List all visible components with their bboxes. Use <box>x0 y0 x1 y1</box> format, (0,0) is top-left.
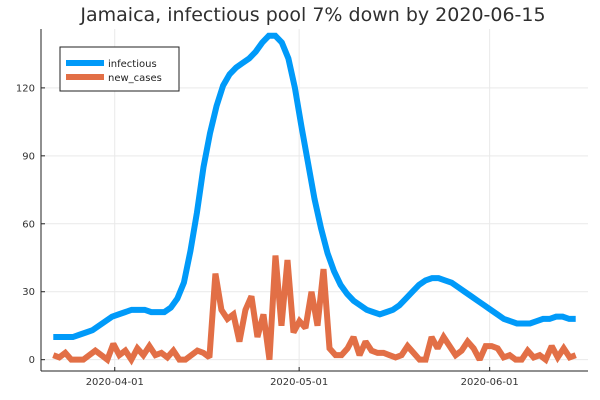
legend-label: new_cases <box>108 73 162 84</box>
y-tick-label: 0 <box>29 355 35 366</box>
series-layer <box>52 32 577 366</box>
y-tick-label: 120 <box>16 83 35 94</box>
legend: infectious new_cases <box>59 46 180 92</box>
x-tick-label: 2020-04-01 <box>86 377 144 388</box>
legend-label: infectious <box>108 59 157 70</box>
y-tick-label: 90 <box>22 151 35 162</box>
y-tick-label: 60 <box>22 219 35 230</box>
chart-title: Jamaica, infectious pool 7% down by 2020… <box>79 4 545 26</box>
legend-box <box>59 46 180 92</box>
x-tick-label: 2020-06-01 <box>461 377 519 388</box>
axes: 0 30 60 90 120 2020-04-01 2020-05-01 2020-06-01 <box>16 29 588 388</box>
x-tick-label: 2020-05-01 <box>270 377 328 388</box>
series-line-infectious <box>53 32 576 341</box>
y-tick-label: 30 <box>22 287 35 298</box>
series-line-new-cases <box>52 255 577 366</box>
